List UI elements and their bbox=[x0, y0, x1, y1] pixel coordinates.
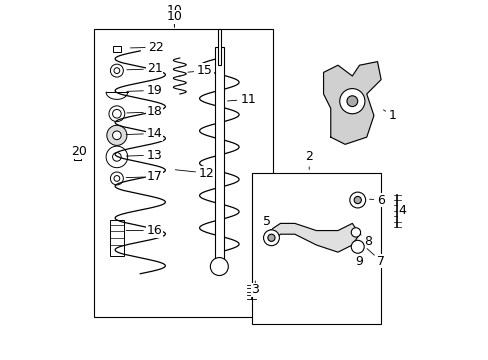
Circle shape bbox=[114, 176, 120, 181]
Circle shape bbox=[106, 146, 127, 168]
Circle shape bbox=[353, 197, 361, 204]
Text: 3: 3 bbox=[251, 281, 259, 296]
Text: 12: 12 bbox=[175, 167, 214, 180]
Text: 16: 16 bbox=[126, 224, 162, 237]
Text: 9: 9 bbox=[354, 248, 362, 267]
Circle shape bbox=[349, 192, 365, 208]
Circle shape bbox=[350, 228, 360, 237]
Text: 22: 22 bbox=[130, 41, 164, 54]
Circle shape bbox=[112, 109, 121, 118]
Bar bbox=[214, 47, 224, 263]
Circle shape bbox=[263, 230, 279, 246]
Text: 15: 15 bbox=[187, 64, 212, 77]
Polygon shape bbox=[269, 224, 359, 252]
Circle shape bbox=[112, 153, 121, 161]
Text: 13: 13 bbox=[126, 149, 162, 162]
Circle shape bbox=[346, 96, 357, 107]
Circle shape bbox=[106, 125, 127, 145]
Text: 5: 5 bbox=[263, 215, 271, 235]
Circle shape bbox=[350, 240, 364, 253]
Bar bbox=[93, 29, 273, 317]
Text: 8: 8 bbox=[360, 234, 371, 248]
Text: 14: 14 bbox=[126, 127, 162, 140]
Bar bbox=[74, 146, 81, 161]
Text: 7: 7 bbox=[366, 249, 385, 267]
Text: 11: 11 bbox=[227, 93, 255, 106]
Text: 10: 10 bbox=[166, 10, 182, 27]
Text: 20: 20 bbox=[71, 145, 87, 158]
Bar bbox=[109, 220, 124, 256]
Circle shape bbox=[110, 64, 123, 77]
Text: 10: 10 bbox=[166, 4, 182, 17]
Circle shape bbox=[109, 106, 124, 122]
Text: 17: 17 bbox=[126, 170, 162, 183]
Text: 1: 1 bbox=[383, 109, 396, 122]
Text: 4: 4 bbox=[398, 204, 406, 217]
Bar bbox=[251, 173, 380, 324]
Text: 6: 6 bbox=[369, 194, 384, 207]
Bar bbox=[112, 46, 121, 52]
Circle shape bbox=[110, 172, 123, 185]
Bar bbox=[218, 29, 220, 65]
Text: 21: 21 bbox=[126, 62, 162, 75]
Text: 2: 2 bbox=[305, 150, 312, 170]
Circle shape bbox=[112, 131, 121, 140]
Polygon shape bbox=[323, 62, 380, 144]
Circle shape bbox=[267, 234, 274, 241]
Circle shape bbox=[339, 89, 364, 114]
Circle shape bbox=[210, 257, 228, 275]
Text: 19: 19 bbox=[126, 84, 162, 97]
Text: 18: 18 bbox=[126, 105, 162, 118]
Circle shape bbox=[114, 68, 120, 73]
